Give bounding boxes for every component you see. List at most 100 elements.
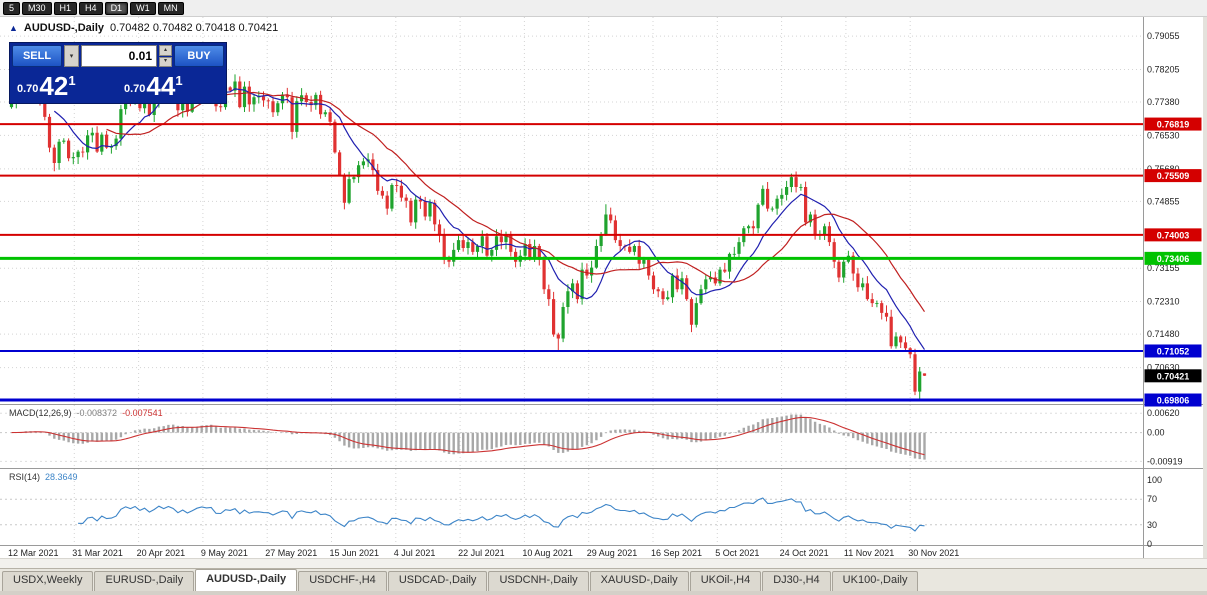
svg-text:0.71052: 0.71052 bbox=[1157, 346, 1190, 356]
chart-header: ▲ AUDUSD-,Daily 0.70482 0.70482 0.70418 … bbox=[9, 22, 278, 34]
date-axis[interactable]: 12 Mar 2021 31 Mar 2021 20 Apr 2021 9 May 2… bbox=[8, 548, 959, 558]
one-click-collapse-icon[interactable]: ▲ bbox=[9, 23, 18, 33]
hline-price-tag: 0.69806 bbox=[1144, 393, 1202, 407]
date-label: 4 Jul 2021 bbox=[394, 548, 436, 558]
price-axis[interactable]: 0.79055 0.78205 0.77380 0.76530 0.75680 0.748… bbox=[1147, 31, 1183, 549]
svg-text:0.73406: 0.73406 bbox=[1157, 254, 1190, 264]
ask-price-prefix: 0.70 bbox=[124, 83, 146, 95]
timeframe-button-w1[interactable]: W1 bbox=[130, 1, 156, 15]
price-tick-label: 0.74855 bbox=[1147, 196, 1180, 206]
date-label: 29 Aug 2021 bbox=[587, 548, 638, 558]
macd-signal-line bbox=[11, 416, 925, 456]
candle-wicks-down bbox=[20, 69, 925, 396]
price-tick-label: 0.73155 bbox=[1147, 263, 1180, 273]
date-label: 5 Oct 2021 bbox=[715, 548, 759, 558]
panel-borders bbox=[0, 17, 1207, 558]
hline-price-tag: 0.76819 bbox=[1144, 117, 1202, 131]
date-label: 30 Nov 2021 bbox=[908, 548, 959, 558]
macd-tick-label: 0.00 bbox=[1147, 428, 1165, 438]
macd-tick-label: -0.00919 bbox=[1147, 456, 1183, 466]
trade-controls-row: SELL ▾ ▴ ▾ BUY bbox=[12, 45, 224, 67]
volume-input[interactable] bbox=[81, 45, 157, 67]
price-tick-label: 0.71480 bbox=[1147, 329, 1180, 339]
price-tick-label: 0.77380 bbox=[1147, 97, 1180, 107]
timeframe-toolbar: 5 M30 H1 H4 D1 W1 MN bbox=[0, 0, 1207, 17]
ma-21-line bbox=[106, 91, 925, 313]
chart-tab-usdchf-h4[interactable]: USDCHF-,H4 bbox=[298, 571, 387, 591]
trade-prices-row: 0.70 42 1 0.70 44 1 bbox=[12, 69, 224, 101]
price-tick-label: 0.78205 bbox=[1147, 65, 1180, 75]
timeframe-button-5[interactable]: 5 bbox=[3, 1, 21, 15]
date-label: 15 Jun 2021 bbox=[330, 548, 380, 558]
date-label: 12 Mar 2021 bbox=[8, 548, 59, 558]
ask-price[interactable]: 0.70 44 1 bbox=[119, 69, 224, 101]
chart-tabs-bar: USDX,Weekly EURUSD-,Daily AUDUSD-,Daily USD… bbox=[0, 568, 1207, 591]
rsi-line bbox=[78, 497, 925, 532]
rsi-tick-label: 100 bbox=[1147, 475, 1162, 485]
price-tick-label: 0.76530 bbox=[1147, 130, 1180, 140]
price-tick-label: 0.72310 bbox=[1147, 296, 1180, 306]
volume-up-icon[interactable]: ▴ bbox=[159, 45, 172, 56]
hline-price-tag: 0.71052 bbox=[1144, 344, 1202, 358]
volume-dropdown-icon[interactable]: ▾ bbox=[64, 45, 79, 67]
timeframe-button-d1[interactable]: D1 bbox=[104, 1, 129, 15]
one-click-trading-panel: SELL ▾ ▴ ▾ BUY 0.70 42 1 0.70 44 1 bbox=[9, 42, 227, 104]
timeframe-button-mn[interactable]: MN bbox=[157, 1, 184, 15]
timeframe-button-m30[interactable]: M30 bbox=[22, 1, 52, 15]
candle-bodies-up bbox=[9, 75, 922, 392]
hline-price-tag: 0.75509 bbox=[1144, 169, 1202, 183]
chart-tab-usdx-weekly[interactable]: USDX,Weekly bbox=[2, 571, 94, 591]
timeframe-button-h1[interactable]: H1 bbox=[53, 1, 78, 15]
chart-tab-eurusd-daily[interactable]: EURUSD-,Daily bbox=[94, 571, 195, 591]
bid-price-prefix: 0.70 bbox=[17, 83, 39, 95]
date-label: 16 Sep 2021 bbox=[651, 548, 702, 558]
bid-price-pips: 42 bbox=[39, 71, 69, 101]
date-label: 22 Jul 2021 bbox=[458, 548, 505, 558]
svg-text:0.74003: 0.74003 bbox=[1157, 230, 1190, 240]
ma-10-line bbox=[53, 88, 925, 350]
candle-bodies-down bbox=[19, 75, 927, 392]
chart-scrollbar[interactable] bbox=[0, 558, 1207, 569]
bid-price-point: 1 bbox=[68, 73, 76, 88]
svg-text:0.76819: 0.76819 bbox=[1157, 120, 1190, 130]
sell-button[interactable]: SELL bbox=[12, 45, 62, 67]
date-label: 9 May 2021 bbox=[201, 548, 248, 558]
buy-button[interactable]: BUY bbox=[174, 45, 224, 67]
chart-tab-audusd-daily[interactable]: AUDUSD-,Daily bbox=[195, 569, 298, 591]
rsi-tick-label: 0 bbox=[1147, 539, 1152, 549]
bid-price[interactable]: 0.70 42 1 bbox=[12, 69, 117, 101]
svg-text:0.69806: 0.69806 bbox=[1157, 396, 1190, 406]
rsi-tick-label: 30 bbox=[1147, 520, 1157, 530]
date-label: 27 May 2021 bbox=[265, 548, 317, 558]
chart-tab-ukoil-h4[interactable]: UKOil-,H4 bbox=[689, 571, 762, 591]
price-tick-label: 0.70630 bbox=[1147, 363, 1180, 373]
date-label: 10 Aug 2021 bbox=[522, 548, 573, 558]
volume-down-icon[interactable]: ▾ bbox=[159, 56, 172, 67]
volume-stepper: ▴ ▾ bbox=[159, 45, 172, 67]
ask-price-pips: 44 bbox=[146, 71, 176, 101]
chart-ohlc-values: 0.70482 0.70482 0.70418 0.70421 bbox=[110, 22, 279, 34]
rsi-tick-label: 70 bbox=[1147, 494, 1157, 504]
window-right-edge bbox=[1203, 17, 1207, 558]
date-label: 31 Mar 2021 bbox=[72, 548, 123, 558]
current-price-tag: 0.70421 bbox=[1144, 369, 1202, 383]
chart-tab-usdcad-daily[interactable]: USDCAD-,Daily bbox=[387, 571, 488, 591]
chart-tab-uk100-daily[interactable]: UK100-,Daily bbox=[831, 571, 919, 591]
hline-price-tag: 0.74003 bbox=[1144, 228, 1202, 242]
svg-text:0.75509: 0.75509 bbox=[1157, 171, 1190, 181]
date-label: 24 Oct 2021 bbox=[780, 548, 829, 558]
date-label: 11 Nov 2021 bbox=[844, 548, 894, 558]
chart-tab-dj30-h4[interactable]: DJ30-,H4 bbox=[762, 571, 831, 591]
chart-tab-usdcnh-daily[interactable]: USDCNH-,Daily bbox=[488, 571, 589, 591]
price-tick-label: 0.79055 bbox=[1147, 31, 1180, 41]
price-tick-label: 0.75680 bbox=[1147, 164, 1180, 174]
hlines-layer bbox=[0, 123, 1143, 402]
chart-tab-xauusd-daily[interactable]: XAUUSD-,Daily bbox=[589, 571, 689, 591]
ask-price-point: 1 bbox=[175, 73, 183, 88]
date-label: 20 Apr 2021 bbox=[137, 548, 186, 558]
macd-tick-label: 0.00620 bbox=[1147, 408, 1180, 418]
timeframe-button-h4[interactable]: H4 bbox=[79, 1, 103, 15]
window-bottom-edge bbox=[0, 591, 1207, 595]
chart-title: AUDUSD-,Daily bbox=[23, 22, 104, 34]
hline-price-tag: 0.73406 bbox=[1144, 251, 1202, 265]
